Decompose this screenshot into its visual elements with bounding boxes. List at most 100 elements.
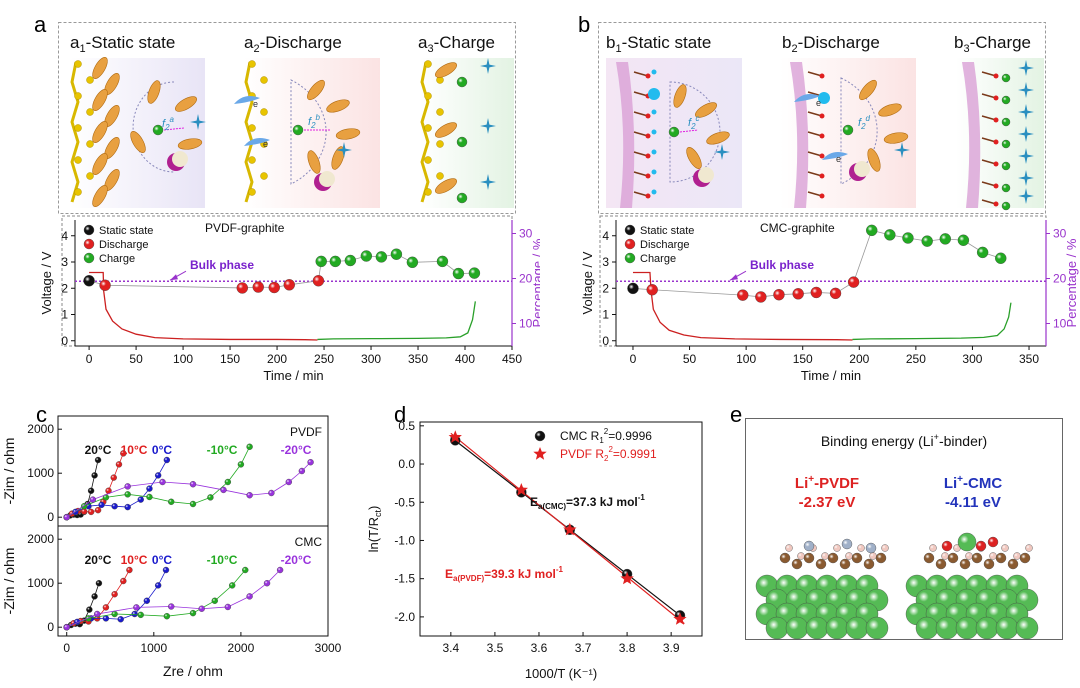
a3-title: a3-Charge — [418, 33, 495, 55]
chart-a-ytick-right-label: 30 — [519, 227, 533, 241]
chart-b-ylabel-right: Percentage / % — [1064, 238, 1079, 327]
anion-icon — [1018, 170, 1034, 186]
chart-c-point — [189, 500, 197, 508]
chart-b-xtick-label: 50 — [683, 352, 697, 366]
chart-c-point — [117, 616, 124, 623]
panel-b-illustration: b1-Static state b2-Discharge b3-Charge f… — [598, 22, 1046, 214]
chart-a-voltage-discharge-curve — [89, 271, 318, 341]
chart-c-point — [159, 478, 166, 486]
chart-c-point — [207, 494, 214, 501]
solvent-molecule — [867, 148, 881, 172]
chart-a-point-charge — [436, 255, 449, 268]
chart-c-point — [143, 597, 151, 605]
chart-c-point — [87, 487, 95, 495]
chart-d-xlabel: 1000/T (K⁻¹) — [525, 666, 597, 681]
li-ion — [456, 192, 468, 204]
chart-c-point — [137, 611, 144, 619]
chart-c-point — [126, 566, 133, 574]
a2-title: a2-Discharge — [244, 33, 342, 55]
binder-atom — [260, 76, 268, 84]
chart-b-xtick-label: 200 — [849, 352, 869, 366]
anion-crescent-mask — [172, 151, 188, 167]
chart-d-ytick-label: 0.5 — [398, 419, 415, 433]
chart-a-point-charge — [390, 248, 403, 260]
oxygen-atom — [993, 183, 999, 189]
chart-c-point — [115, 461, 123, 468]
chart-a-ytick-right-label: 20 — [519, 272, 533, 286]
carbon-atom — [779, 552, 791, 564]
chart-c-point — [91, 593, 98, 600]
chart-c-temp-label: 20°C — [85, 553, 112, 567]
chart-c-point — [246, 593, 253, 600]
solvent-molecule — [859, 79, 877, 101]
anion-crescent-mask — [698, 167, 714, 183]
chart-c-ytick-label: 1000 — [27, 466, 54, 480]
chart-b-xtick-label: 350 — [1019, 352, 1039, 366]
chart-d-xtick-label: 3.6 — [531, 641, 548, 655]
chart-b-point-discharge — [829, 287, 842, 300]
a2-solvation-shell — [290, 79, 327, 185]
binder-atom — [74, 188, 82, 196]
chart-c-point — [120, 577, 127, 585]
carbon-atom — [651, 129, 657, 135]
chart-a-point-discharge — [252, 281, 264, 293]
chart-c-point — [86, 606, 93, 613]
chart-b-point-charge — [866, 224, 878, 237]
li-ion — [1001, 201, 1011, 211]
binder-atom — [260, 108, 268, 116]
chart-b-point-charge — [957, 234, 970, 246]
chart-c-ytick-label: 1000 — [27, 576, 54, 590]
chart-b-ytick-right-label: 20 — [1053, 272, 1067, 286]
a2-electron-label-2: e — [263, 139, 268, 149]
carbon-atom — [875, 552, 887, 564]
panel-letter-d: d — [394, 402, 407, 427]
binder-atom — [248, 156, 256, 164]
chart-d-ytick-label: -1.0 — [394, 533, 415, 547]
li-ion — [152, 124, 164, 136]
chart-a-ytick-left-label: 1 — [61, 308, 68, 322]
chart-c: 0 1000 2000 3000 Zre / ohm 0 1000 2000 -Zim / oh… — [1, 415, 342, 679]
binder-atom — [74, 60, 82, 68]
panel-letter-a: a — [34, 12, 47, 37]
chart-b-voltage-charge-curve — [852, 302, 1012, 341]
lithium-slab-atom — [785, 616, 809, 640]
carbon-atom — [651, 169, 657, 175]
chart-b-ytick-left-label: 0 — [602, 334, 609, 348]
chart-b-point-static-state — [627, 282, 639, 295]
sodium-ion — [648, 88, 660, 100]
carbon-atom — [995, 552, 1007, 564]
binder-atom — [248, 124, 256, 132]
electron-icon — [234, 96, 260, 104]
chart-d-point-pvdf — [448, 430, 462, 443]
chart-c-point — [307, 459, 314, 466]
b3-title: b3-Charge — [954, 33, 1031, 55]
chart-c-point — [246, 443, 253, 450]
anion-icon — [480, 118, 496, 134]
chart-c-point — [133, 604, 140, 611]
chart-b-xlabel: Time / min — [801, 368, 861, 383]
hydrogen-atom — [965, 552, 973, 560]
chart-a-legend-marker — [83, 252, 95, 264]
a2-pvdf-chain — [244, 61, 254, 203]
chart-b-xtick-label: 100 — [736, 352, 756, 366]
carbon-atom — [863, 558, 875, 570]
chart-d-point-pvdf — [620, 571, 634, 585]
solvent-molecule — [92, 153, 108, 175]
solvent-molecule — [92, 89, 108, 111]
binder-atom — [74, 92, 82, 100]
chart-c-ytick-label: 0 — [47, 620, 54, 634]
lithium-slab-atom — [765, 616, 789, 640]
chart-c-point — [111, 610, 118, 618]
b2-electron-label-2: e — [836, 154, 841, 164]
chart-b-legend-marker — [624, 252, 636, 264]
chart-c-point — [224, 603, 232, 611]
hydrogen-atom — [845, 552, 853, 560]
chart-a-point-discharge — [312, 275, 325, 287]
chart-a-point-charge — [375, 251, 388, 263]
carbon-atom — [651, 149, 657, 155]
chart-c-point — [111, 502, 118, 510]
interaction-line — [163, 127, 185, 131]
b2-title: b2-Discharge — [782, 33, 880, 55]
lithium-slab-atom — [975, 616, 999, 640]
chart-c-point — [137, 496, 144, 503]
